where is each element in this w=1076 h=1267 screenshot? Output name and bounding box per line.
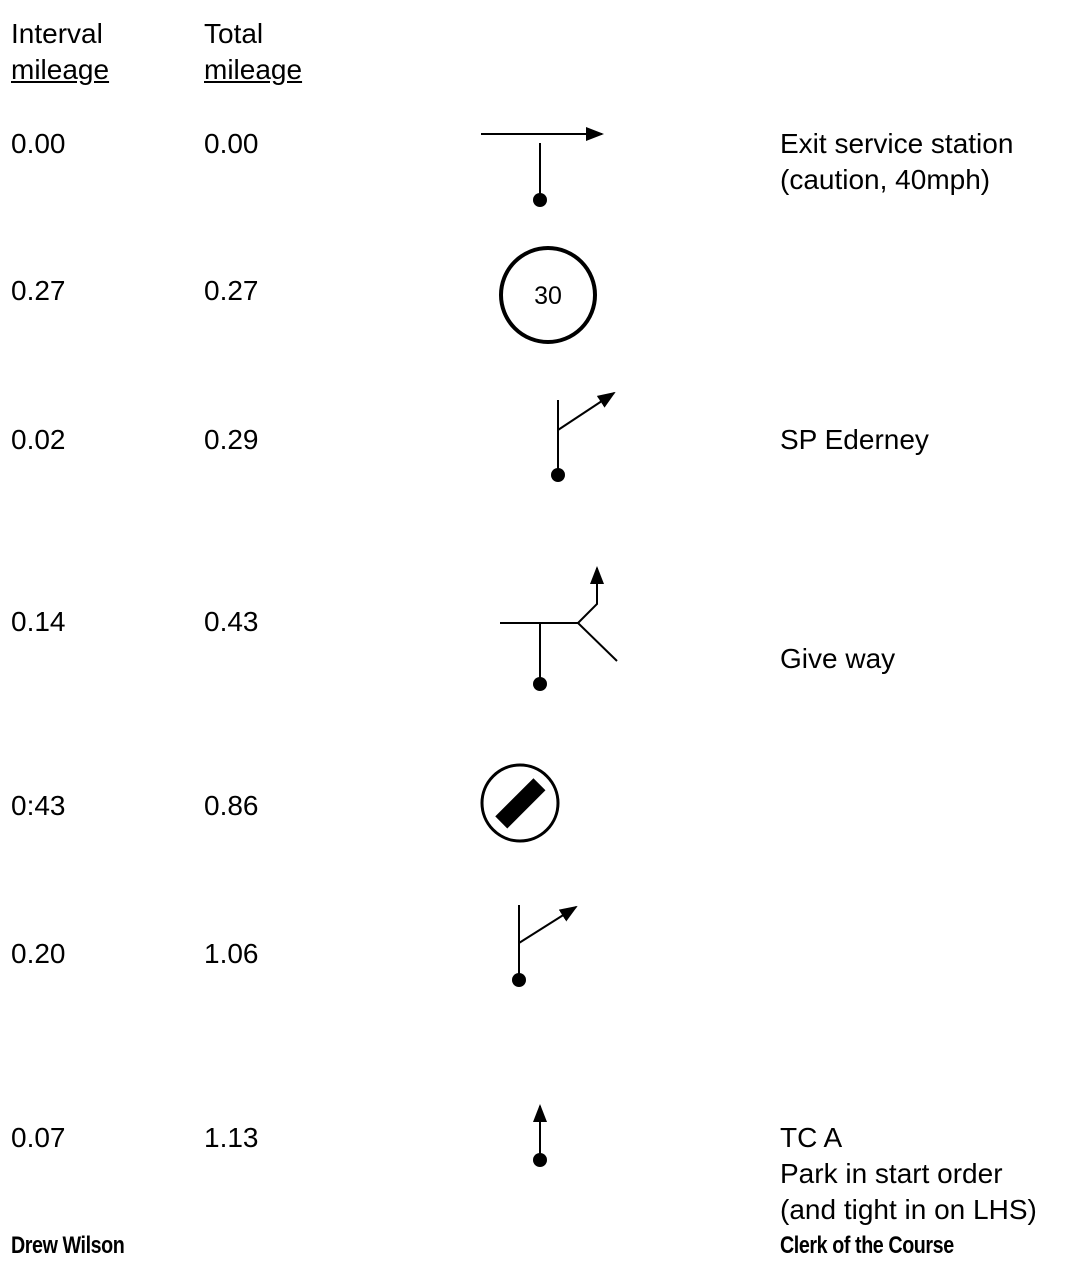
interval-mileage: 0.00 [11,127,66,161]
instruction-line: Exit service station [780,127,1013,161]
interval-mileage: 0.07 [11,1121,66,1155]
total-mileage: 0.00 [204,127,259,161]
total-mileage: 1.06 [204,937,259,971]
footer-name: Drew Wilson [11,1231,124,1261]
total-mileage: 0.86 [204,789,259,823]
interval-header-line1: Interval [11,17,103,51]
interval-header-line2: mileage [11,53,109,87]
junction-arrow-icon [500,568,617,691]
total-header-line2: mileage [204,53,302,87]
instruction-line: TC A [780,1121,842,1155]
instruction-line: Give way [780,642,895,676]
total-mileage: 0.43 [204,605,259,639]
instruction-line: Park in start order [780,1157,1003,1191]
total-mileage: 1.13 [204,1121,259,1155]
speed-limit-sign-icon: 30 [501,248,595,342]
national-speed-limit-sign-icon [482,765,558,841]
interval-mileage: 0.20 [11,937,66,971]
total-header-line1: Total [204,17,263,51]
bear-right-arrow-icon [551,393,614,482]
instruction-line: SP Ederney [780,423,929,457]
right-turn-arrow-icon [481,134,602,207]
interval-mileage: 0.14 [11,605,66,639]
total-mileage: 0.27 [204,274,259,308]
interval-mileage: 0.27 [11,274,66,308]
interval-mileage: 0:43 [11,789,66,823]
total-mileage: 0.29 [204,423,259,457]
bear-right-arrow-icon [512,905,576,987]
speed-limit-value: 30 [534,282,562,310]
interval-mileage: 0.02 [11,423,66,457]
footer-role: Clerk of the Course [780,1231,954,1261]
straight-arrow-icon [533,1106,547,1167]
instruction-line: (caution, 40mph) [780,163,990,197]
instruction-line: (and tight in on LHS) [780,1193,1037,1227]
